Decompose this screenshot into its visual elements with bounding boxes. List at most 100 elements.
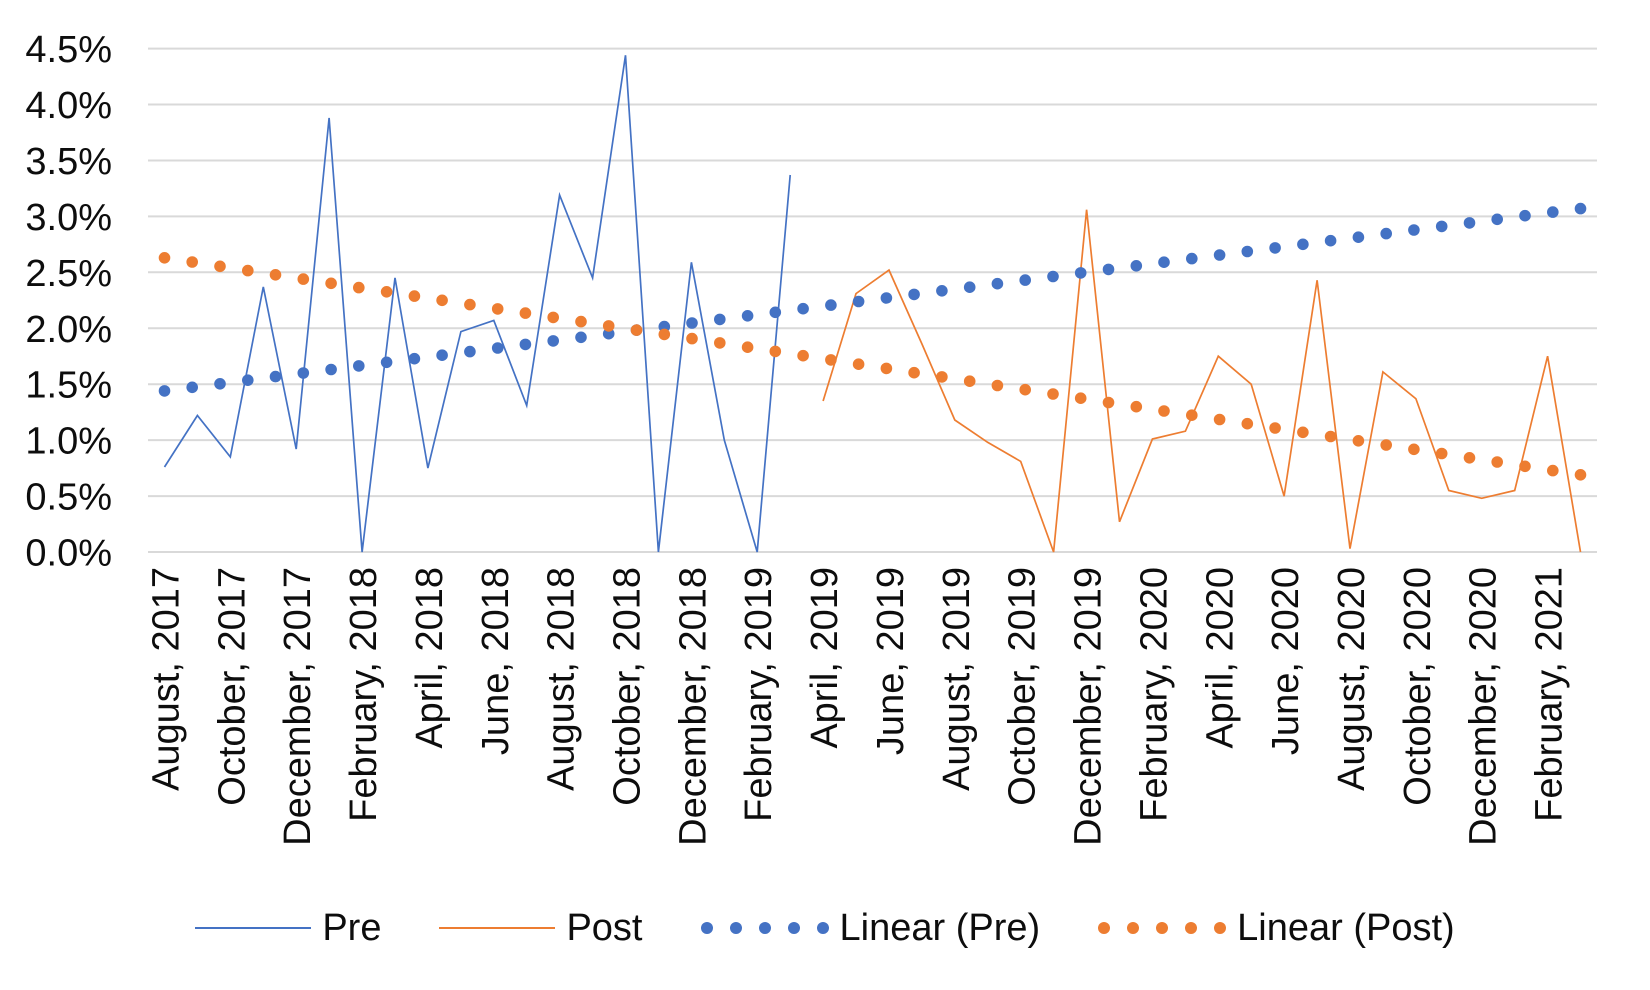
trend-dot <box>1047 388 1059 400</box>
post-series-line <box>822 209 1582 553</box>
trend-dot <box>630 324 643 336</box>
x-tick-label: April, 2020 <box>1199 567 1241 749</box>
trend-dot <box>1297 238 1309 251</box>
trend-dot <box>1269 422 1281 434</box>
trend-dot <box>936 285 948 297</box>
x-tick-label: October, 2017 <box>211 567 253 806</box>
trend-dot <box>1352 231 1365 243</box>
trend-dot <box>186 256 198 268</box>
trend-dot <box>1435 220 1448 233</box>
y-tick-label: 4.0% <box>25 85 112 127</box>
trend-dot <box>491 342 504 354</box>
legend-label-post: Post <box>566 907 643 949</box>
trend-dot <box>1380 439 1392 451</box>
x-tick-label: August, 2017 <box>146 567 188 791</box>
trend-dot <box>297 273 310 285</box>
trend-dot <box>1019 274 1031 286</box>
x-tick-label: February, 2020 <box>1133 567 1175 822</box>
trend-dot <box>1519 209 1531 222</box>
trend-dot <box>1074 392 1087 405</box>
x-tick-label: October, 2020 <box>1397 567 1439 806</box>
trend-dot <box>575 331 587 344</box>
trend-dot <box>714 337 726 349</box>
trend-dot <box>214 378 226 390</box>
x-tick-label: February, 2021 <box>1529 567 1571 822</box>
trend-dot <box>242 374 254 387</box>
trend-dot <box>741 341 754 354</box>
legend-item-linear-pre: Linear (Pre) <box>700 909 1040 947</box>
x-tick-label: August, 2018 <box>541 567 583 791</box>
linear-post-dots-swatch <box>1098 922 1227 934</box>
trend-dot <box>602 320 615 332</box>
trend-dot <box>1574 202 1587 215</box>
trend-dot <box>991 379 1004 392</box>
trend-dot <box>1408 224 1420 236</box>
trend-dot <box>464 298 476 311</box>
linear-post-trendline <box>158 251 1587 481</box>
x-tick-label: June, 2019 <box>870 567 912 755</box>
x-tick-label: December, 2020 <box>1463 567 1505 846</box>
legend-label-pre: Pre <box>322 907 382 949</box>
trend-dot <box>1352 435 1365 447</box>
trend-dot <box>825 299 837 311</box>
trend-dot <box>1380 227 1392 240</box>
trend-dot <box>297 367 310 379</box>
trend-dot <box>1047 270 1059 283</box>
trend-dot <box>686 332 698 345</box>
trend-dot <box>1186 409 1198 422</box>
trend-dot <box>1213 249 1226 261</box>
y-tick-label: 1.5% <box>25 365 112 407</box>
x-tick-label: August, 2019 <box>936 567 978 791</box>
linear-pre-dots-swatch <box>700 922 829 934</box>
trend-dot <box>519 338 532 351</box>
trend-dot <box>1269 242 1281 254</box>
y-tick-label: 0.0% <box>25 533 112 575</box>
post-line-swatch <box>439 927 556 929</box>
x-axis-labels: August, 2017 October, 2017 December, 2017 F… <box>146 567 1571 846</box>
trend-dot <box>1158 256 1170 269</box>
trend-dot <box>186 381 198 394</box>
x-tick-label: February, 2019 <box>738 567 780 822</box>
trend-dot <box>1547 464 1559 477</box>
x-tick-label: June, 2018 <box>475 567 517 755</box>
trend-dot <box>408 290 421 302</box>
y-tick-label: 3.5% <box>25 141 112 183</box>
trend-dot <box>436 349 448 362</box>
trend-dot <box>1019 383 1031 396</box>
trend-dot <box>242 264 254 277</box>
trend-dot <box>408 352 421 365</box>
x-tick-label: April, 2019 <box>804 567 846 749</box>
trend-dot <box>963 375 976 388</box>
trend-dot <box>1574 469 1587 481</box>
y-tick-label: 1.0% <box>25 421 112 463</box>
trend-dot <box>1158 405 1170 417</box>
legend: Pre Post Linear (Pre) Linear (Post) <box>0 888 1650 968</box>
trend-dot <box>936 371 948 383</box>
plot-area: 4.5% 4.0% 3.5% 3.0% 2.5% 2.0% 1.5% 1.0% 0.5% 0.0%… <box>25 29 1597 846</box>
y-tick-label: 2.5% <box>25 253 112 295</box>
trend-dot <box>325 277 337 290</box>
trend-dot <box>380 356 393 369</box>
legend-item-pre: Pre <box>195 909 381 947</box>
trend-dot <box>158 385 171 397</box>
trend-dot <box>769 306 782 319</box>
trend-dot <box>1241 245 1254 258</box>
x-tick-label: February, 2018 <box>343 567 385 822</box>
y-axis-labels: 4.5% 4.0% 3.5% 3.0% 2.5% 2.0% 1.5% 1.0% 0.5% 0.0% <box>25 29 112 574</box>
trend-dot <box>547 311 559 324</box>
trend-dot <box>519 307 532 319</box>
trend-dot <box>269 370 282 383</box>
trend-dot <box>1491 456 1503 468</box>
x-tick-label: October, 2018 <box>607 567 649 806</box>
trend-dot <box>852 295 865 308</box>
trend-dot <box>1491 213 1503 226</box>
trend-dot <box>214 260 226 273</box>
trend-dot <box>1435 447 1448 460</box>
trend-dot <box>880 362 893 375</box>
trend-dot <box>1324 430 1337 443</box>
y-tick-label: 2.0% <box>25 309 112 351</box>
trend-dot <box>1213 413 1226 426</box>
trend-dot <box>491 303 504 315</box>
x-tick-label: October, 2019 <box>1002 567 1044 806</box>
